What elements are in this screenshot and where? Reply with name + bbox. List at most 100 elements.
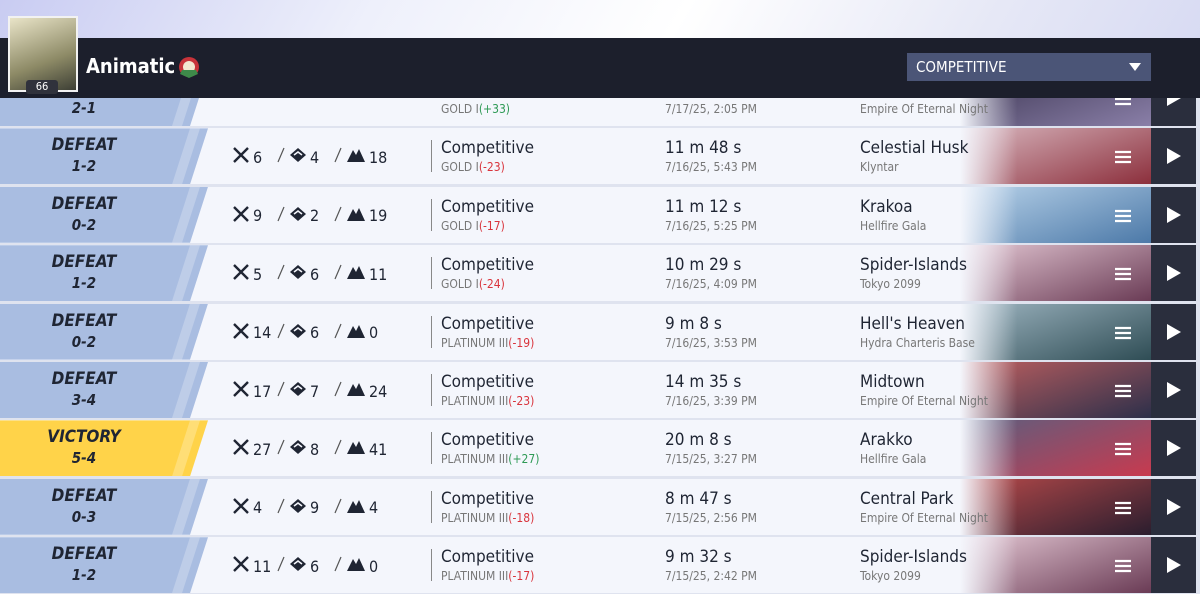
replay-button[interactable] [1151, 478, 1196, 535]
stat-divider [277, 498, 285, 518]
assists-count: 11 [369, 264, 388, 284]
mode: Competitive [441, 372, 535, 392]
match-row[interactable]: DEFEAT 0-3 4 9 4 Competitive PLATINUM III(-18)… [0, 478, 1196, 535]
kills-count: 17 [253, 381, 272, 401]
kills-icon [232, 147, 250, 167]
deaths-count: 4 [310, 147, 320, 167]
rank-delta: (-17) [508, 569, 535, 584]
stat-divider [334, 323, 342, 343]
details-button[interactable] [1115, 208, 1131, 227]
rank-line: PLATINUM III(-18) [441, 511, 534, 525]
replay-button[interactable] [1151, 245, 1196, 302]
badge-stripe [172, 362, 200, 418]
stat-divider [334, 439, 342, 459]
kills-stat: 11 [232, 556, 271, 576]
map-location: Hellfire Gala [860, 452, 927, 467]
duration: 20 m 8 s [665, 430, 732, 451]
map-name: Arakko [860, 430, 913, 451]
kills-icon [232, 205, 250, 226]
assists-count: 0 [369, 556, 379, 576]
assists-stat: 18 [346, 147, 387, 167]
assists-icon [346, 439, 366, 459]
rank-line: GOLD I(-23) [441, 160, 505, 174]
match-row[interactable]: DEFEAT 3-4 17 7 24 Competitive PLATINUM III(-2… [0, 362, 1196, 418]
mode: Competitive [441, 196, 535, 217]
details-button[interactable] [1115, 325, 1131, 344]
mode-dropdown[interactable]: COMPETITIVE [907, 53, 1151, 81]
kills-stat: 27 [232, 439, 271, 459]
replay-button[interactable] [1151, 362, 1196, 418]
replay-button[interactable] [1151, 420, 1196, 477]
match-row[interactable]: DEFEAT 1-2 11 6 0 Competitive PLATINUM III(-17… [0, 537, 1196, 594]
rank: GOLD I [441, 160, 479, 175]
replay-button[interactable] [1151, 186, 1196, 243]
stat-divider [277, 439, 285, 459]
match-row[interactable]: DEFEAT 1-2 6 4 18 Competitive GOLD I(-23) 11 m … [0, 128, 1196, 185]
map-location: Hellfire Gala [860, 218, 927, 233]
result: DEFEAT [51, 310, 117, 331]
match-date: 7/16/25, 5:25 PM [665, 218, 757, 233]
kills-icon [232, 264, 250, 284]
kills-icon [232, 322, 250, 343]
rank-delta: (+33) [478, 102, 511, 116]
details-button[interactable] [1115, 149, 1131, 168]
rank: PLATINUM III [441, 335, 509, 350]
map-location: Tokyo 2099 [860, 569, 921, 584]
assists-icon [346, 147, 366, 167]
match-row[interactable]: DEFEAT 0-2 9 2 19 Competitive GOLD I(-17) 11 m … [0, 186, 1196, 243]
rank-line: PLATINUM III(-17) [441, 569, 534, 583]
assists-icon [346, 556, 366, 576]
match-date: 7/16/25, 3:39 PM [665, 394, 757, 408]
rank-delta: (-24) [478, 277, 505, 292]
separator [431, 432, 432, 465]
dropdown-label: COMPETITIVE [916, 58, 1007, 76]
match-date: 7/17/25, 2:05 PM [665, 102, 757, 116]
kills-icon [232, 439, 250, 459]
kills-stat: 5 [232, 264, 262, 284]
match-row[interactable]: VICTORY 5-4 27 8 41 Competitive PLATINUM III(+… [0, 420, 1196, 477]
assists-count: 0 [369, 323, 379, 343]
result: DEFEAT [51, 252, 117, 273]
replay-button[interactable] [1151, 537, 1196, 594]
stat-divider [334, 381, 342, 401]
deaths-count: 2 [310, 206, 320, 226]
result-badge: DEFEAT 0-2 [0, 303, 208, 360]
assists-icon [346, 498, 366, 518]
score: 2-1 [71, 99, 97, 117]
separator [431, 257, 432, 290]
stat-divider [334, 556, 342, 576]
details-button[interactable] [1115, 266, 1131, 285]
map-location: Tokyo 2099 [860, 277, 921, 292]
details-button[interactable] [1115, 558, 1131, 577]
score: 5-4 [71, 449, 97, 468]
match-date: 7/16/25, 3:53 PM [665, 335, 757, 350]
rank: GOLD I [441, 102, 479, 116]
match-row[interactable]: DEFEAT 0-2 14 6 0 Competitive PLATINUM III(-19… [0, 303, 1196, 360]
details-button[interactable] [1115, 441, 1131, 460]
result: DEFEAT [51, 193, 117, 214]
score: 1-2 [71, 566, 97, 585]
player-name: Animatic [86, 54, 176, 78]
map-location: Empire Of Eternal Night [860, 394, 988, 408]
rank: PLATINUM III [441, 452, 509, 467]
badge-stripe [172, 420, 200, 477]
deaths-icon [289, 264, 307, 284]
badge-stripe [172, 537, 200, 594]
details-button[interactable] [1115, 500, 1131, 519]
rank-delta: (-19) [508, 335, 535, 350]
match-row[interactable]: DEFEAT 1-2 5 6 11 Competitive GOLD I(-24) 10 m … [0, 245, 1196, 302]
replay-button[interactable] [1151, 128, 1196, 185]
deaths-count: 7 [310, 381, 320, 401]
badge-stripe [172, 186, 200, 243]
deaths-stat: 2 [289, 206, 319, 226]
rank-emblem [179, 57, 199, 78]
deaths-stat: 6 [289, 556, 319, 576]
details-button[interactable] [1115, 383, 1131, 402]
result: VICTORY [47, 427, 121, 448]
rank-line: PLATINUM III(-19) [441, 336, 534, 350]
stat-divider [277, 381, 285, 401]
kills-count: 14 [253, 323, 272, 343]
kills-stat: 9 [232, 205, 262, 226]
replay-button[interactable] [1151, 303, 1196, 360]
